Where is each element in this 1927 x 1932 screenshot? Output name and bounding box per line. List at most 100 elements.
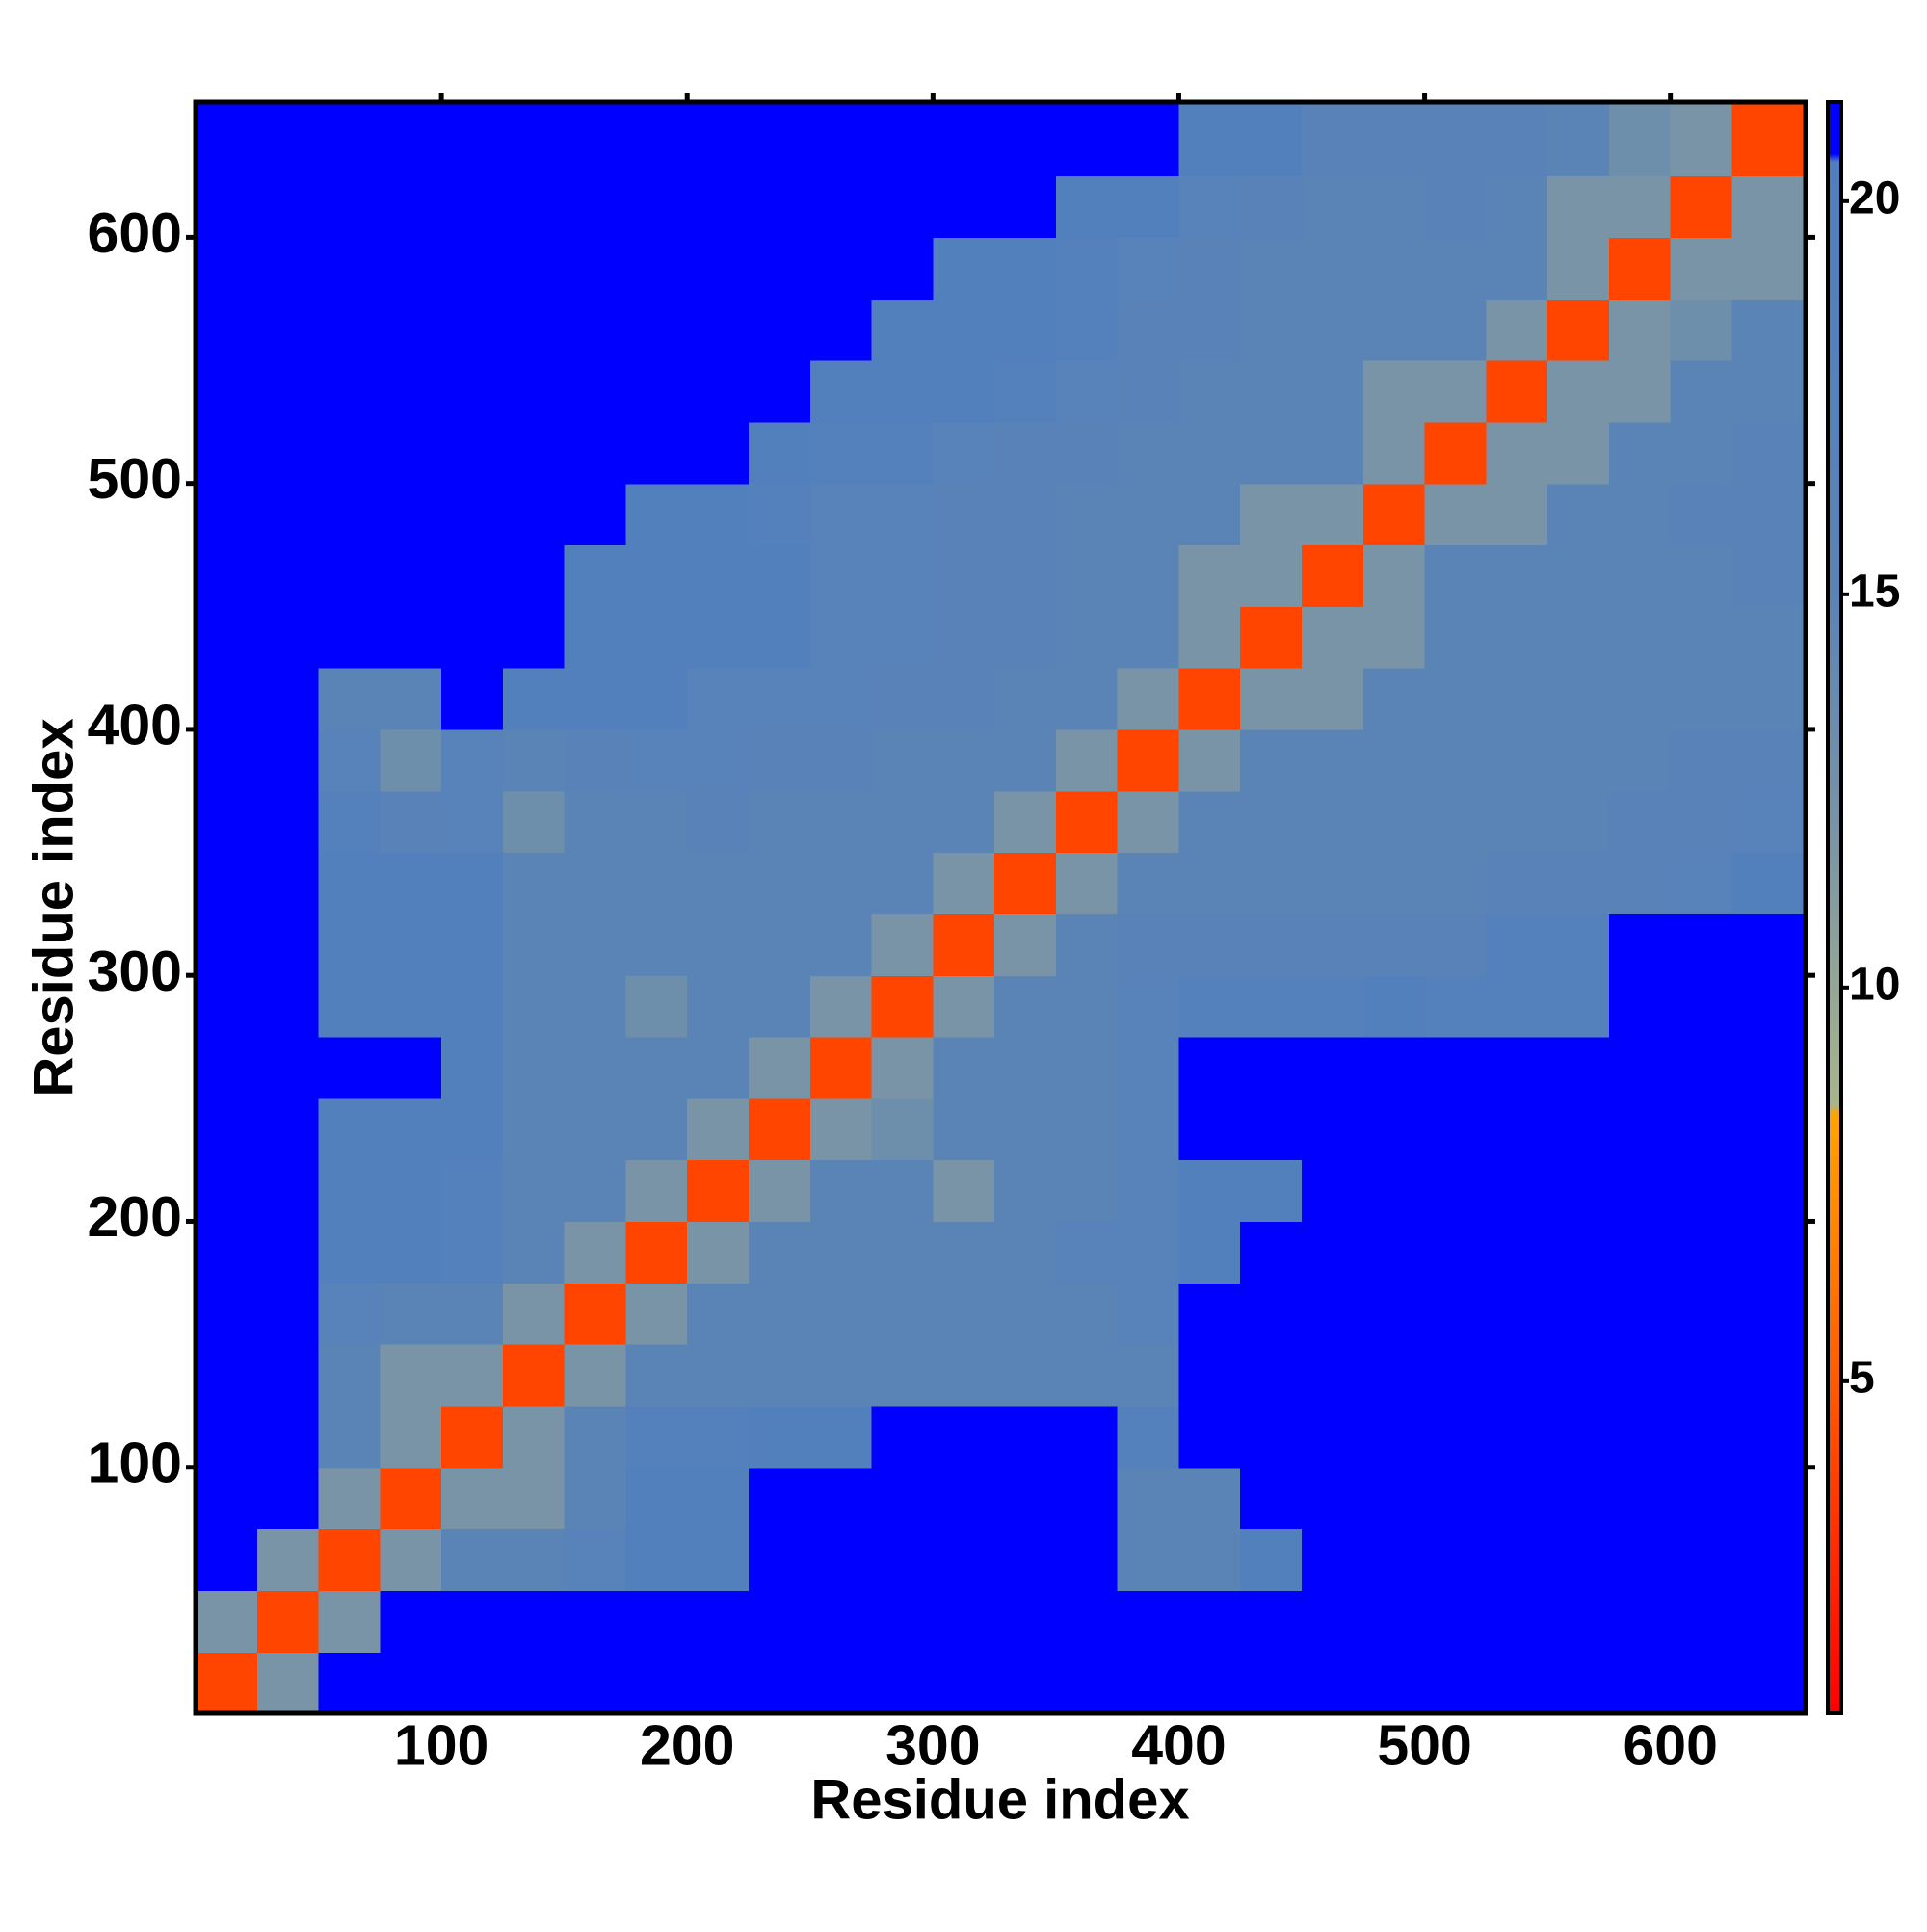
heatmap-cell: [441, 975, 504, 1038]
heatmap-cell: [256, 483, 320, 546]
heatmap-cell: [1731, 1283, 1807, 1345]
heatmap-cell: [564, 483, 627, 546]
heatmap-cell: [502, 544, 566, 607]
heatmap-cell: [687, 790, 750, 854]
heatmap-cell: [380, 1528, 442, 1591]
heatmap-cell: [564, 1590, 627, 1653]
heatmap-cell: [1240, 975, 1303, 1038]
heatmap-cell: [625, 1283, 688, 1345]
heatmap-cell: [994, 1590, 1057, 1653]
heatmap-cell: [256, 1344, 320, 1407]
heatmap-cell: [1608, 102, 1672, 177]
heatmap-cell: [1302, 1405, 1364, 1469]
heatmap-cell: [1302, 421, 1364, 485]
heatmap-cell: [1178, 606, 1241, 669]
heatmap-cell: [625, 1037, 688, 1099]
heatmap-cell: [196, 360, 258, 423]
y-tick-label: 100: [88, 1431, 182, 1495]
heatmap-cell: [871, 1652, 934, 1714]
heatmap-cell: [380, 1098, 442, 1161]
heatmap-cell: [809, 237, 873, 300]
heatmap-cell: [687, 728, 750, 792]
heatmap-cell: [1731, 483, 1807, 546]
x-tick-label: 200: [640, 1714, 734, 1778]
heatmap-cell: [1302, 1652, 1364, 1714]
heatmap-cell: [1240, 1159, 1303, 1223]
heatmap-cell: [318, 728, 381, 792]
heatmap-cell: [1486, 1037, 1548, 1099]
heatmap-cell: [1117, 544, 1180, 607]
heatmap-cell: [809, 913, 873, 976]
heatmap-cells: [196, 102, 1807, 1714]
heatmap-cell: [1731, 360, 1807, 423]
heatmap-cell: [564, 421, 627, 485]
heatmap-cell: [749, 1405, 811, 1469]
heatmap-cell: [994, 237, 1057, 300]
heatmap-cell: [196, 1405, 258, 1469]
colorbar-tick-label: 5: [1849, 1353, 1875, 1404]
heatmap-cell: [380, 544, 442, 607]
heatmap-cell: [687, 668, 750, 730]
heatmap-cell: [933, 852, 995, 914]
heatmap-cell: [1670, 237, 1733, 300]
heatmap-cell: [1240, 1221, 1303, 1284]
heatmap-cell: [564, 852, 627, 914]
heatmap-cell: [1731, 1098, 1807, 1161]
heatmap-cell: [1486, 790, 1548, 854]
heatmap-cell: [749, 1528, 811, 1591]
heatmap-cell: [1362, 1405, 1426, 1469]
heatmap-cell: [318, 1590, 381, 1653]
heatmap-cell: [318, 668, 381, 730]
heatmap-cell: [1302, 175, 1364, 238]
heatmap-cell: [933, 1590, 995, 1653]
heatmap-cell: [1547, 1467, 1610, 1530]
heatmap-cell: [933, 1221, 995, 1284]
heatmap-cell: [1178, 975, 1241, 1038]
heatmap-cell: [1240, 1528, 1303, 1591]
heatmap-cell: [1240, 668, 1303, 730]
heatmap-cell: [1362, 421, 1426, 485]
heatmap-cell: [809, 421, 873, 485]
heatmap-cell: [502, 1159, 566, 1223]
heatmap-cell: [318, 913, 381, 976]
heatmap-cell: [1117, 913, 1180, 976]
heatmap-cell: [441, 1098, 504, 1161]
heatmap-cell: [1055, 1098, 1119, 1161]
heatmap-cell: [1486, 668, 1548, 730]
heatmap-cell: [1608, 1590, 1672, 1653]
heatmap-cell: [1302, 299, 1364, 361]
heatmap-cell: [809, 975, 873, 1038]
heatmap-cell: [196, 1344, 258, 1407]
heatmap-cell: [1117, 1405, 1180, 1469]
heatmap-cell: [441, 175, 504, 238]
heatmap-cell: [380, 1590, 442, 1653]
heatmap-cell: [1424, 668, 1487, 730]
heatmap-cell: [933, 237, 995, 300]
heatmap-cell: [994, 175, 1057, 238]
heatmap-cell: [1731, 1159, 1807, 1223]
heatmap-cell: [196, 1528, 258, 1591]
heatmap-cell: [564, 1159, 627, 1223]
heatmap-cell: [318, 1159, 381, 1223]
heatmap-cell: [196, 102, 258, 177]
heatmap-cell: [1731, 1528, 1807, 1591]
heatmap-cell: [1240, 1590, 1303, 1653]
heatmap-cell: [1178, 544, 1241, 607]
heatmap-cell: [196, 1467, 258, 1530]
heatmap-cell: [1486, 1159, 1548, 1223]
heatmap-cell: [1547, 483, 1610, 546]
heatmap-cell: [933, 1098, 995, 1161]
heatmap-cell: [871, 1221, 934, 1284]
heatmap-cell: [1117, 975, 1180, 1038]
heatmap-cell: [441, 1221, 504, 1284]
heatmap-cell: [1731, 299, 1807, 361]
heatmap-cell: [1547, 1159, 1610, 1223]
heatmap-cell: [1302, 852, 1364, 914]
heatmap-cell: [1547, 1344, 1610, 1407]
heatmap-cell: [1608, 668, 1672, 730]
heatmap-cell: [564, 299, 627, 361]
heatmap-cell: [1055, 790, 1119, 854]
heatmap-cell: [809, 1159, 873, 1223]
heatmap-cell: [1424, 606, 1487, 669]
